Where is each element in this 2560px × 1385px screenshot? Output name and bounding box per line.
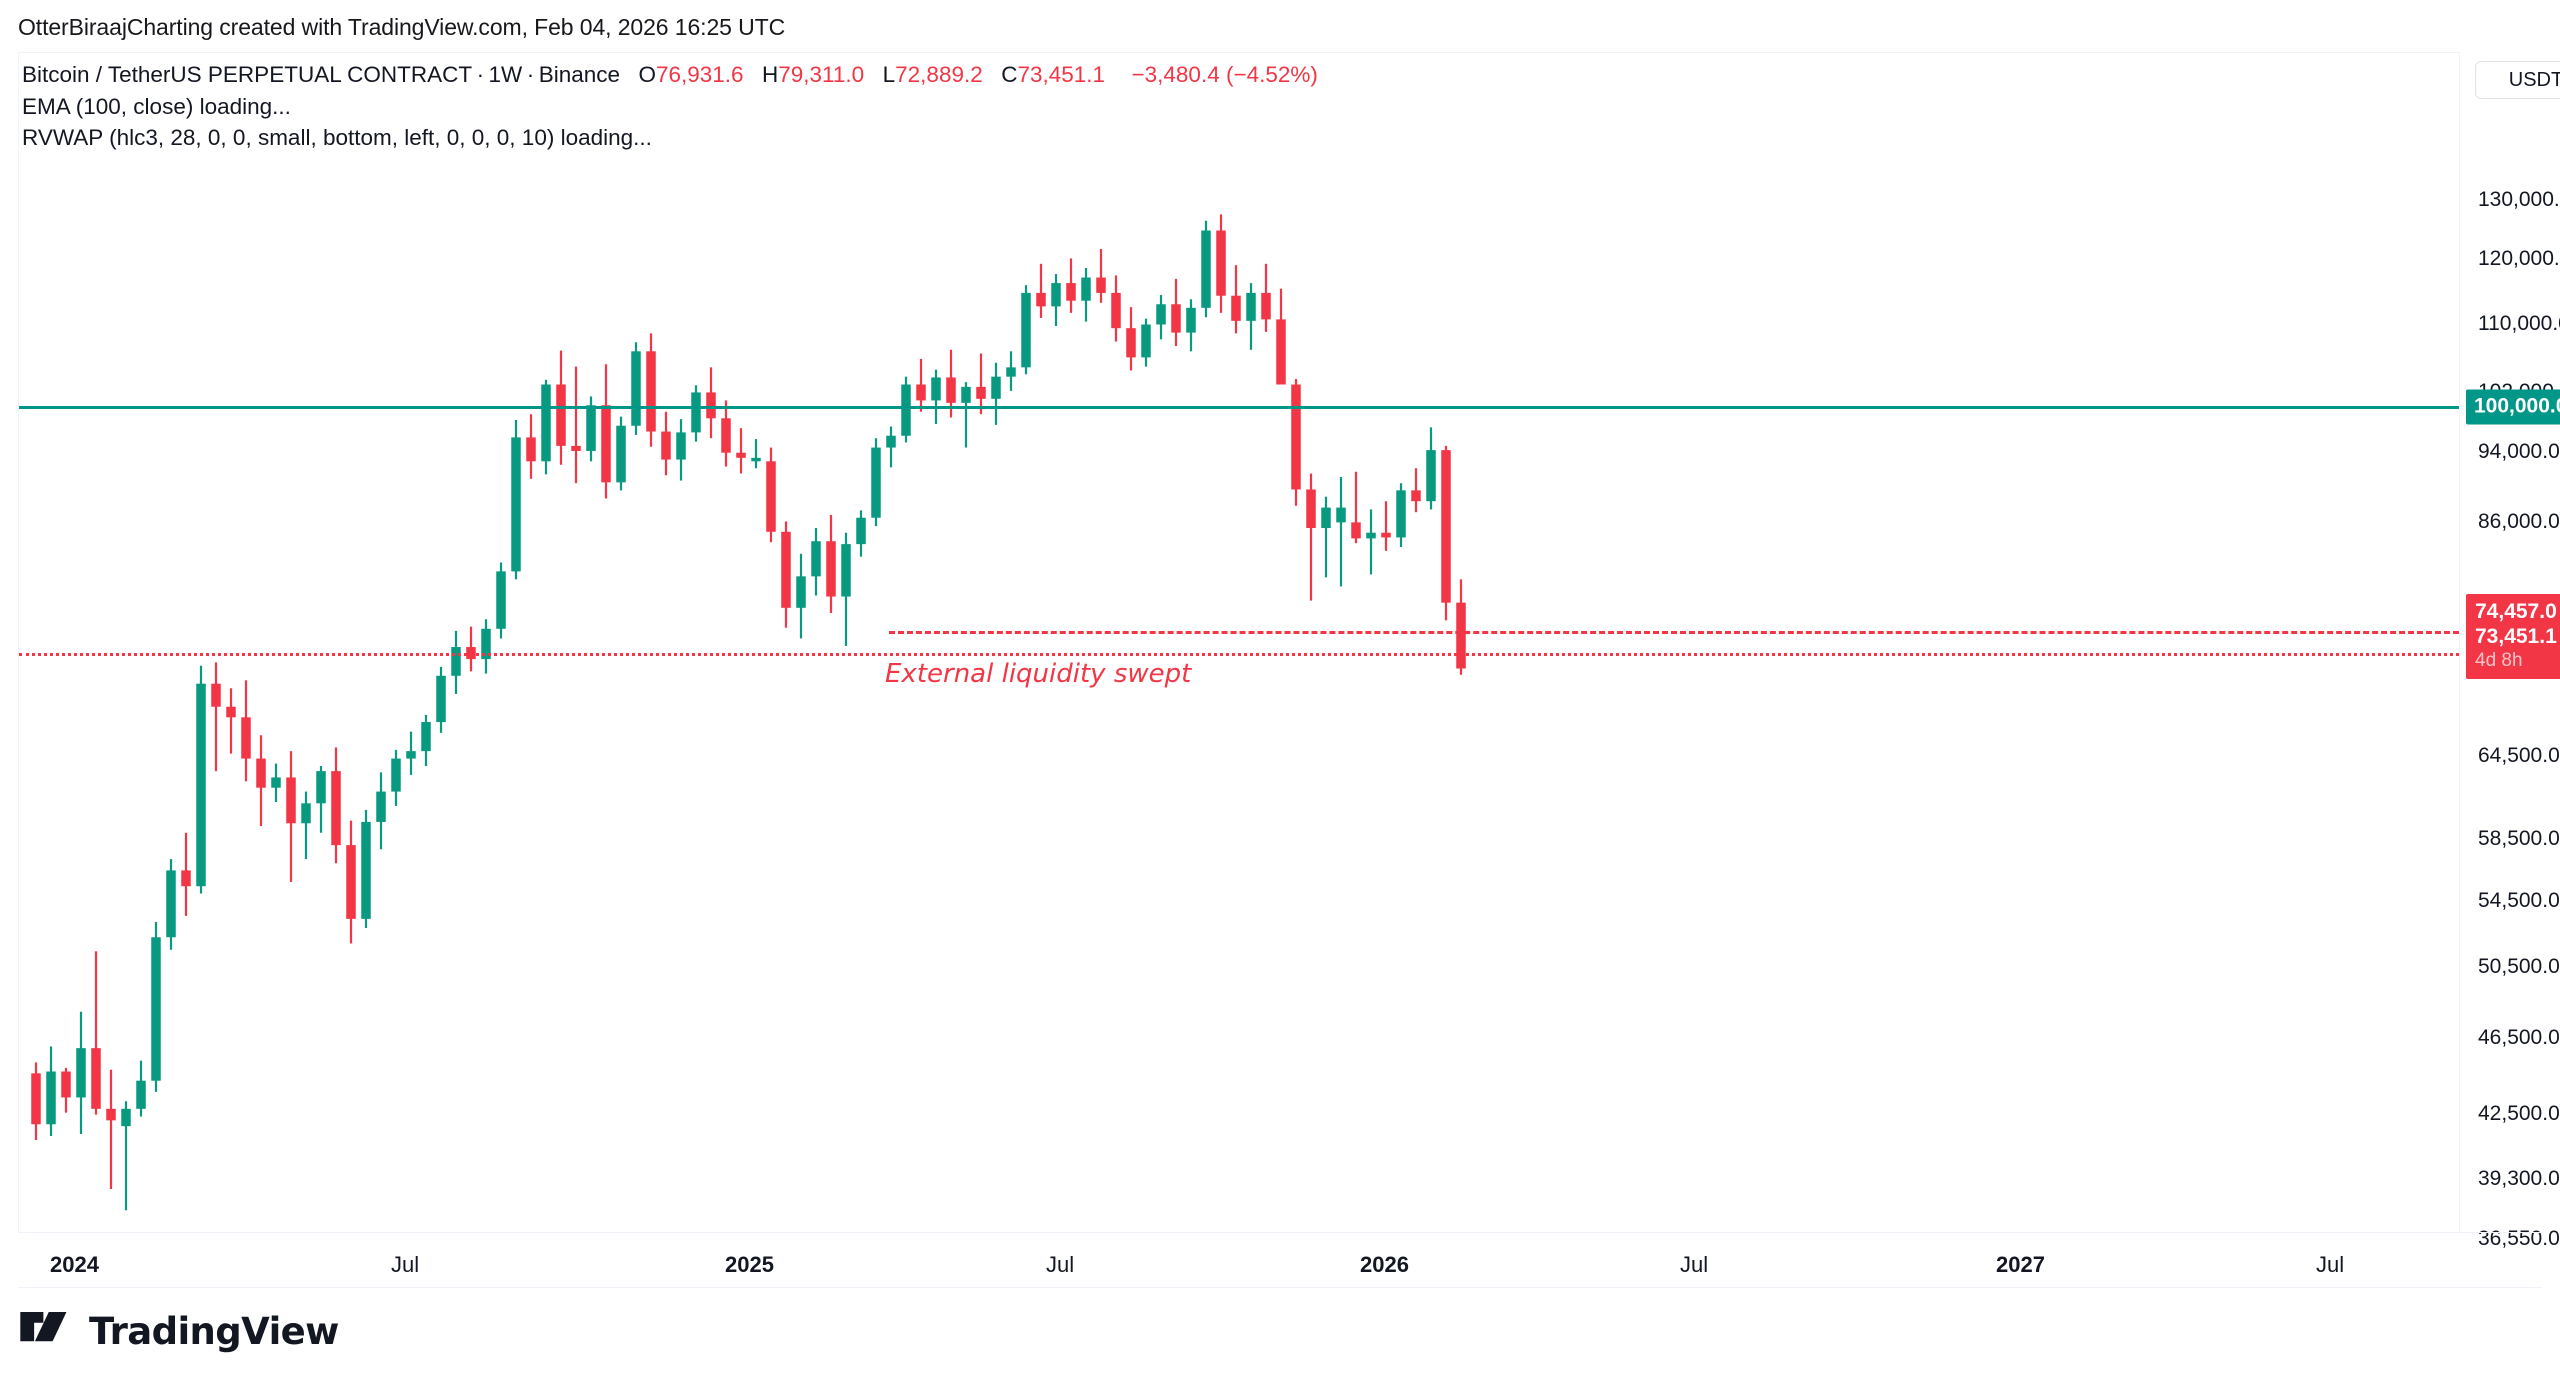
candlestick-series (31, 214, 1466, 1211)
tradingview-wordmark: TradingView (89, 1310, 339, 1353)
legend-separator-2: · (526, 62, 535, 87)
time-axis[interactable] (18, 1232, 2542, 1288)
time-tick: Jul (391, 1252, 420, 1277)
high-value: 79,311.0 (778, 62, 865, 87)
annotation-external-liquidity-swept[interactable]: External liquidity swept (885, 659, 1192, 689)
time-tick: 2027 (1996, 1252, 2045, 1277)
close-label: C (1001, 62, 1018, 87)
change-value: −3,480.4 (−4.52%) (1131, 62, 1318, 87)
interval-label[interactable]: 1W (488, 62, 523, 87)
price-tick: 50,500.0 (2478, 955, 2560, 978)
countdown-value: 4d 8h (2475, 650, 2523, 671)
tradingview-logo[interactable]: TradingView (20, 1310, 339, 1353)
attribution-text: OtterBiraajCharting created with Trading… (18, 14, 786, 40)
chart-legend: Bitcoin / TetherUS PERPETUAL CONTRACT · … (22, 58, 1318, 153)
price-tick: 46,500.0 (2478, 1026, 2560, 1049)
ohlc-high: H79,311.0 (762, 62, 864, 87)
currency-badge[interactable]: USDT (2475, 61, 2560, 99)
time-tick: Jul (2316, 1252, 2345, 1277)
time-tick: Jul (1046, 1252, 1075, 1277)
price-tick: 39,300.0 (2478, 1167, 2560, 1190)
close-value: 73,451.1 (1017, 62, 1106, 87)
price-tick: 120,000.0 (2478, 247, 2560, 270)
legend-separator-1: · (476, 62, 485, 87)
price-tick: 58,500.0 (2478, 827, 2560, 850)
price-tick: 54,500.0 (2478, 889, 2560, 912)
time-tick: Jul (1680, 1252, 1709, 1277)
ohlc-open: O76,931.6 (638, 62, 743, 87)
price-tick: 64,500.0 (2478, 744, 2560, 767)
price-badge-last[interactable]: 74,457.0 73,451.1 4d 8h (2466, 594, 2560, 679)
swept-price-value: 74,457.0 (2475, 600, 2557, 623)
open-value: 76,931.6 (655, 62, 744, 87)
price-tick: 94,000.0 (2478, 440, 2560, 463)
tradingview-mark-icon (20, 1311, 67, 1341)
time-tick: 2026 (1360, 1252, 1409, 1277)
price-tick: 110,000.0 (2478, 312, 2560, 335)
indicator-ema[interactable]: EMA (100, close) loading... (22, 94, 291, 119)
time-tick: 2024 (50, 1252, 99, 1277)
price-badge-support[interactable]: 100,000.0 (2466, 389, 2560, 425)
low-value: 72,889.2 (895, 62, 983, 87)
indicator-rvwap[interactable]: RVWAP (hlc3, 28, 0, 0, small, bottom, le… (22, 125, 652, 150)
price-tick: 42,500.0 (2478, 1102, 2560, 1125)
price-tick: 86,000.0 (2478, 510, 2560, 533)
exchange-label[interactable]: Binance (538, 62, 620, 87)
symbol-title[interactable]: Bitcoin / TetherUS PERPETUAL CONTRACT (22, 62, 473, 87)
time-tick: 2025 (725, 1252, 774, 1277)
open-label: O (638, 62, 656, 87)
price-tick: 130,000.0 (2478, 188, 2560, 211)
high-label: H (762, 62, 779, 87)
ohlc-close: C73,451.1 (1001, 62, 1105, 87)
legend-symbol-row[interactable]: Bitcoin / TetherUS PERPETUAL CONTRACT · … (22, 58, 1318, 91)
plot-area[interactable]: External liquidity swept (19, 53, 2459, 1231)
ohlc-low: L72,889.2 (883, 62, 983, 87)
chart-pane (18, 52, 2542, 1232)
low-label: L (882, 62, 896, 87)
last-price-value: 73,451.1 (2475, 625, 2557, 648)
